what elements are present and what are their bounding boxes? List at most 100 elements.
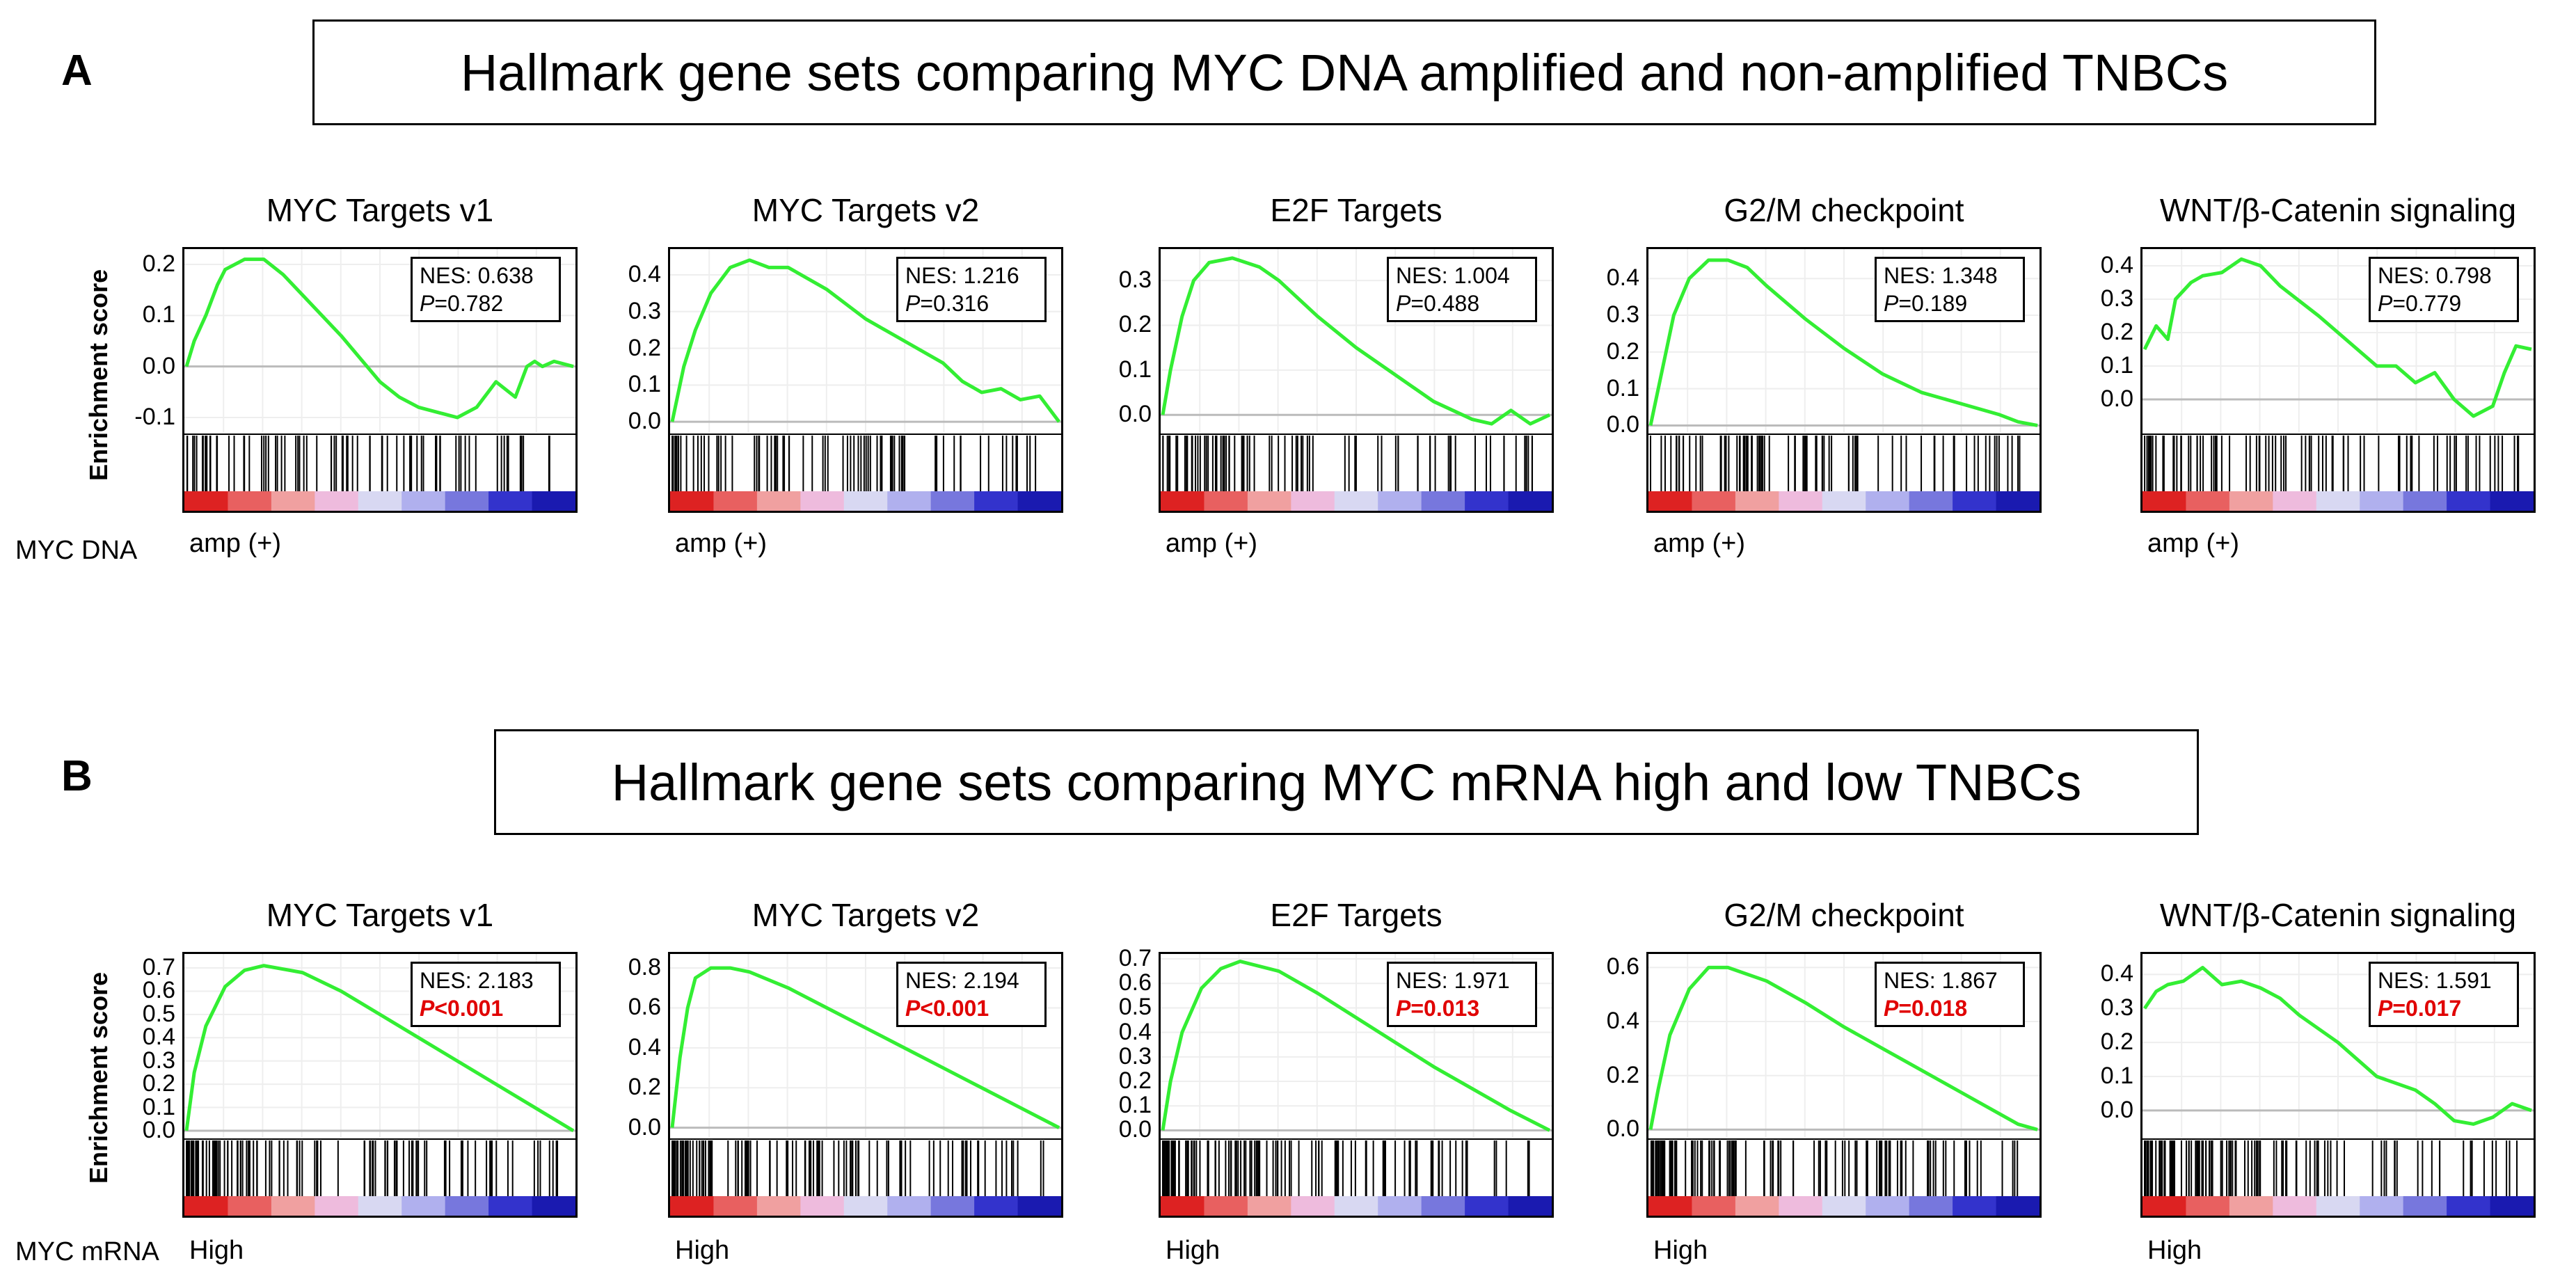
ranked-list-segment — [228, 491, 272, 511]
y-tick-label: 0.2 — [2100, 319, 2133, 345]
gsea-plot-svg — [1648, 954, 2040, 1216]
ranked-list-segment — [488, 1196, 533, 1216]
ranked-list-segment — [2316, 491, 2361, 511]
enrichment-score-line — [670, 258, 1060, 423]
ranked-list-segment — [1017, 491, 1061, 511]
y-tick-label: 0.4 — [142, 1024, 175, 1051]
row-label-b: MYC mRNA — [15, 1237, 159, 1266]
y-tick-label: 0.3 — [1118, 1042, 1152, 1070]
panel-b-title: Hallmark gene sets comparing MYC mRNA hi… — [494, 729, 2199, 835]
ranked-list-segment — [974, 1196, 1019, 1216]
nes-stats-box: NES: 0.798 P=0.779 — [2369, 257, 2519, 322]
ranked-list-segment — [401, 1196, 446, 1216]
group-label: amp (+) — [1166, 529, 1257, 558]
panel-letter-b: B — [61, 752, 93, 800]
enrichment-score-line — [184, 964, 575, 1133]
ranked-list-segment — [843, 1196, 889, 1216]
ranked-list-segment — [756, 1196, 802, 1216]
ranked-list-segment — [2360, 491, 2404, 511]
enrichment-score-line — [2142, 966, 2532, 1126]
ranked-list-segment — [2229, 491, 2274, 511]
y-tick-label: 0.2 — [142, 251, 175, 277]
ranked-list-segment — [358, 1196, 403, 1216]
y-tick-label: 0.2 — [1118, 1067, 1152, 1095]
y-tick-label: 0.0 — [142, 352, 175, 379]
nes-value: NES: 0.798 — [2378, 263, 2492, 288]
ranked-list-segment — [1161, 1196, 1205, 1216]
ranked-list-segment — [532, 1196, 575, 1216]
enrichment-score-line — [2142, 257, 2532, 418]
ranked-list-segment — [713, 1196, 758, 1216]
plot-title: G2/M checkpoint — [1724, 897, 1964, 933]
y-tick-label: 0.6 — [1606, 953, 1639, 980]
enrichment-score-line — [184, 257, 574, 420]
p-value: P=0.017 — [2378, 996, 2462, 1021]
ranked-list-segment — [358, 491, 403, 511]
ranked-list-segment — [1866, 1196, 1910, 1216]
gsea-plot-svg — [2142, 249, 2534, 511]
ranked-list-segment — [1465, 491, 1509, 511]
group-label: amp (+) — [2147, 529, 2239, 558]
y-tick-label: 0.3 — [2100, 285, 2133, 312]
ranked-list-segment — [184, 491, 229, 511]
ranked-list-segment — [315, 491, 359, 511]
group-label: High — [189, 1236, 244, 1265]
ranked-list-segment — [1648, 491, 1693, 511]
nes-stats-box: NES: 1.971 P=0.013 — [1387, 962, 1537, 1027]
p-value: P=0.189 — [1884, 291, 1968, 316]
y-tick-label: 0.2 — [2100, 1028, 2133, 1056]
gsea-plot — [1159, 247, 1554, 513]
ranked-list-segment — [2186, 1196, 2230, 1216]
ranked-list-segment — [1508, 1196, 1552, 1216]
ranked-list-segment — [488, 491, 533, 511]
ranked-list-segment — [271, 1196, 316, 1216]
ranked-list-segment — [1909, 1196, 1954, 1216]
y-tick-label: 0.5 — [1118, 994, 1152, 1021]
enrichment-score-line — [1648, 965, 2038, 1131]
nes-stats-box: NES: 1.591 P=0.017 — [2369, 962, 2519, 1027]
y-tick-label: 0.0 — [628, 1113, 661, 1140]
group-label: amp (+) — [675, 529, 767, 558]
ranked-list-segment — [445, 1196, 490, 1216]
ranked-list-segment — [2403, 491, 2448, 511]
y-tick-label: 0.0 — [2100, 385, 2133, 412]
y-tick-label: 0.0 — [628, 408, 661, 435]
nes-stats-box: NES: 2.194 P<0.001 — [896, 962, 1047, 1027]
gsea-plot-svg — [670, 954, 1061, 1216]
ranked-list-segment — [1996, 1196, 2040, 1216]
ranked-list-segment — [1508, 491, 1552, 511]
panel-a-title: Hallmark gene sets comparing MYC DNA amp… — [312, 19, 2376, 125]
ranked-list-segment — [1822, 1196, 1867, 1216]
y-tick-label: 0.4 — [1606, 264, 1639, 292]
y-tick-label: 0.0 — [1606, 411, 1639, 438]
panel-letter-a: A — [61, 47, 93, 95]
ranked-list-segment — [1161, 491, 1205, 511]
ranked-list-segment — [2403, 1196, 2448, 1216]
y-tick-label: 0.7 — [1118, 945, 1152, 972]
group-label: High — [1653, 1236, 1708, 1265]
p-value: P=0.018 — [1884, 996, 1968, 1021]
p-value: P=0.316 — [905, 291, 989, 316]
ranked-list-segment — [1735, 491, 1780, 511]
ranked-list-segment — [1247, 491, 1292, 511]
ranked-list-segment — [1291, 491, 1335, 511]
ranked-list-segment — [887, 491, 932, 511]
group-label: amp (+) — [189, 529, 281, 558]
nes-value: NES: 2.183 — [420, 968, 534, 993]
y-tick-label: 0.0 — [2100, 1096, 2133, 1123]
enrichment-score-line — [1161, 960, 1551, 1132]
row-label-a: MYC DNA — [15, 536, 138, 565]
nes-stats-box: NES: 1.348 P=0.189 — [1875, 257, 2025, 322]
ranked-list-segment — [1735, 1196, 1780, 1216]
ranked-list-segment — [2273, 491, 2317, 511]
y-tick-label: 0.1 — [142, 301, 175, 328]
y-tick-label: 0.2 — [1606, 337, 1639, 365]
ranked-list-segment — [843, 491, 889, 511]
ranked-list-segment — [1648, 1196, 1693, 1216]
ranked-list-segment — [756, 491, 802, 511]
nes-value: NES: 2.194 — [905, 968, 1019, 993]
ranked-list-segment — [930, 1196, 976, 1216]
y-tick-label: 0.2 — [1118, 311, 1152, 338]
ranked-list-segment — [401, 491, 446, 511]
y-tick-label: 0.3 — [1118, 267, 1152, 294]
